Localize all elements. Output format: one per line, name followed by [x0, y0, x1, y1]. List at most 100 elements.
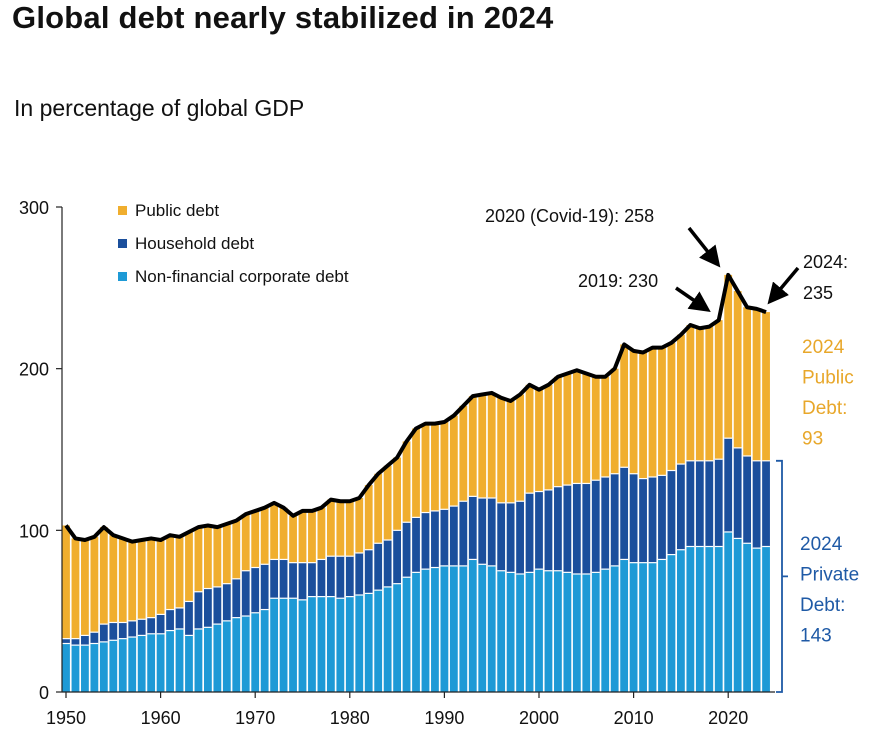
x-tick-label: 2020 [708, 708, 748, 728]
bar-non-financial-corporate-debt-1961 [166, 630, 174, 692]
bar-public-debt-1953 [90, 536, 99, 633]
legend-swatch [118, 272, 127, 281]
y-tick-label: 100 [19, 521, 49, 541]
bar-public-debt-1956 [118, 538, 127, 623]
bar-household-debt-1972 [270, 559, 279, 599]
legend: Public debt Household debt Non-financial c… [118, 201, 349, 286]
bar-household-debt-1952 [81, 635, 89, 646]
bar-public-debt-1957 [128, 541, 137, 621]
y-tick-label: 200 [19, 360, 49, 380]
bar-public-debt-1984 [383, 465, 392, 541]
bar-non-financial-corporate-debt-1955 [109, 640, 118, 692]
bar-household-debt-2014 [667, 470, 676, 555]
bar-household-debt-1988 [421, 512, 430, 570]
bar-household-debt-2006 [591, 480, 600, 573]
bar-household-debt-2015 [677, 464, 685, 550]
x-tick-label: 2010 [614, 708, 654, 728]
bar-non-financial-corporate-debt-2011 [639, 562, 647, 692]
annotation-2024-label: 2024: [803, 252, 848, 272]
bar-household-debt-1965 [204, 588, 212, 628]
bar-non-financial-corporate-debt-1975 [298, 599, 307, 692]
legend-label: Non-financial corporate debt [135, 267, 349, 286]
bar-non-financial-corporate-debt-2019 [714, 546, 723, 692]
bar-non-financial-corporate-debt-2002 [554, 570, 562, 692]
bar-household-debt-1954 [99, 624, 108, 642]
bar-household-debt-1987 [412, 517, 420, 573]
bar-public-debt-2007 [601, 376, 610, 477]
bar-public-debt-2001 [544, 384, 553, 490]
bar-non-financial-corporate-debt-1957 [128, 637, 137, 692]
arrow-2019 [675, 286, 711, 312]
bar-household-debt-1999 [525, 493, 534, 573]
bar-public-debt-1998 [516, 394, 524, 502]
bar-public-debt-1996 [497, 397, 506, 503]
bar-public-debt-1965 [204, 525, 212, 589]
bar-household-debt-1990 [440, 509, 449, 566]
bar-non-financial-corporate-debt-1958 [137, 635, 146, 692]
bar-household-debt-2002 [554, 486, 562, 571]
bar-non-financial-corporate-debt-1963 [185, 635, 193, 692]
bar-non-financial-corporate-debt-1950 [62, 643, 70, 692]
bar-household-debt-1976 [308, 562, 316, 597]
bar-public-debt-2002 [554, 376, 562, 487]
bar-household-debt-1964 [194, 591, 203, 629]
bar-non-financial-corporate-debt-1977 [317, 596, 326, 692]
bar-non-financial-corporate-debt-1959 [147, 633, 156, 692]
bar-public-debt-1968 [232, 520, 241, 579]
annotation-public-debt: 2024 [802, 337, 845, 358]
x-tick-label: 1990 [424, 708, 464, 728]
bar-household-debt-1970 [251, 567, 260, 613]
bar-public-debt-1988 [421, 423, 430, 513]
bar-household-debt-1961 [166, 609, 174, 631]
bar-household-debt-1953 [90, 632, 99, 644]
bar-non-financial-corporate-debt-1985 [393, 583, 401, 692]
bar-non-financial-corporate-debt-1988 [421, 569, 430, 692]
bar-household-debt-1983 [374, 543, 383, 591]
bar-household-debt-1951 [71, 638, 80, 646]
bar-non-financial-corporate-debt-1981 [355, 595, 364, 692]
bar-household-debt-1955 [109, 622, 118, 641]
bar-public-debt-2003 [563, 373, 572, 486]
bar-public-debt-2011 [639, 352, 647, 479]
bar-non-financial-corporate-debt-2023 [752, 548, 761, 692]
bar-household-debt-2023 [752, 460, 761, 549]
bar-non-financial-corporate-debt-1978 [326, 596, 335, 692]
bar-public-debt-2013 [658, 347, 666, 476]
bar-non-financial-corporate-debt-2021 [733, 538, 742, 692]
annotation-private-debt: Private [800, 565, 859, 586]
bar-household-debt-2021 [733, 447, 742, 539]
bar-public-debt-1985 [393, 457, 401, 531]
bar-public-debt-1972 [270, 502, 279, 560]
bar-public-debt-2019 [714, 320, 723, 460]
bar-public-debt-2004 [572, 370, 581, 484]
bar-household-debt-2008 [610, 473, 619, 566]
bar-household-debt-1994 [478, 498, 487, 565]
bar-household-debt-2013 [658, 475, 666, 560]
bar-public-debt-1970 [251, 510, 260, 568]
legend-label: Public debt [135, 201, 219, 220]
bar-household-debt-1998 [516, 501, 524, 574]
bar-non-financial-corporate-debt-2003 [563, 572, 572, 692]
bar-public-debt-1992 [459, 405, 468, 502]
bar-non-financial-corporate-debt-1951 [71, 645, 80, 692]
bar-public-debt-1980 [345, 501, 354, 557]
bar-public-debt-1974 [289, 515, 297, 563]
bar-public-debt-1950 [62, 525, 70, 639]
bar-public-debt-1990 [440, 422, 449, 510]
bar-non-financial-corporate-debt-1969 [241, 616, 250, 692]
bar-household-debt-2004 [572, 483, 581, 574]
bar-non-financial-corporate-debt-1982 [364, 593, 373, 692]
axes-group: 0 100 200 300 1950 1960 1970 1980 1990 2000 2010 20… [19, 198, 775, 728]
bar-public-debt-2018 [705, 326, 714, 461]
bar-household-debt-1968 [232, 578, 241, 618]
bar-non-financial-corporate-debt-2009 [620, 559, 629, 692]
bar-household-debt-1991 [449, 506, 458, 566]
bar-non-financial-corporate-debt-1997 [506, 572, 515, 692]
y-tick-label: 0 [39, 683, 49, 703]
bar-non-financial-corporate-debt-2007 [601, 569, 610, 692]
bar-public-debt-2015 [677, 334, 685, 465]
bar-household-debt-1979 [336, 556, 345, 599]
bar-public-debt-1951 [71, 538, 80, 639]
bar-non-financial-corporate-debt-1995 [487, 565, 496, 692]
bar-non-financial-corporate-debt-1968 [232, 617, 241, 692]
